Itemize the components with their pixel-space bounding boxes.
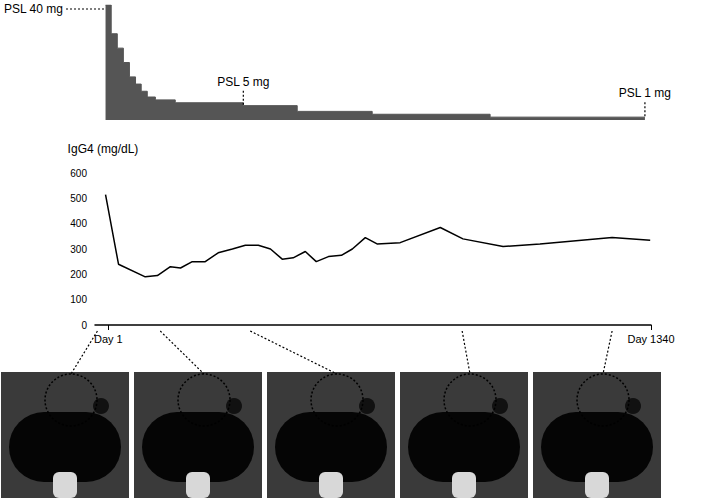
svg-text:Day 1340: Day 1340 <box>627 333 674 345</box>
svg-text:0: 0 <box>81 320 87 331</box>
svg-text:100: 100 <box>70 294 87 305</box>
svg-text:300: 300 <box>70 244 87 255</box>
svg-text:600: 600 <box>70 168 87 179</box>
svg-text:IgG4 (mg/dL): IgG4 (mg/dL) <box>68 142 139 156</box>
svg-text:PSL 40 mg: PSL 40 mg <box>4 2 63 16</box>
svg-text:PSL 1 mg: PSL 1 mg <box>619 86 671 100</box>
svg-text:200: 200 <box>70 269 87 280</box>
svg-text:500: 500 <box>70 193 87 204</box>
svg-text:PSL 5 mg: PSL 5 mg <box>217 75 269 89</box>
svg-text:Day 1: Day 1 <box>94 333 123 345</box>
svg-text:400: 400 <box>70 218 87 229</box>
